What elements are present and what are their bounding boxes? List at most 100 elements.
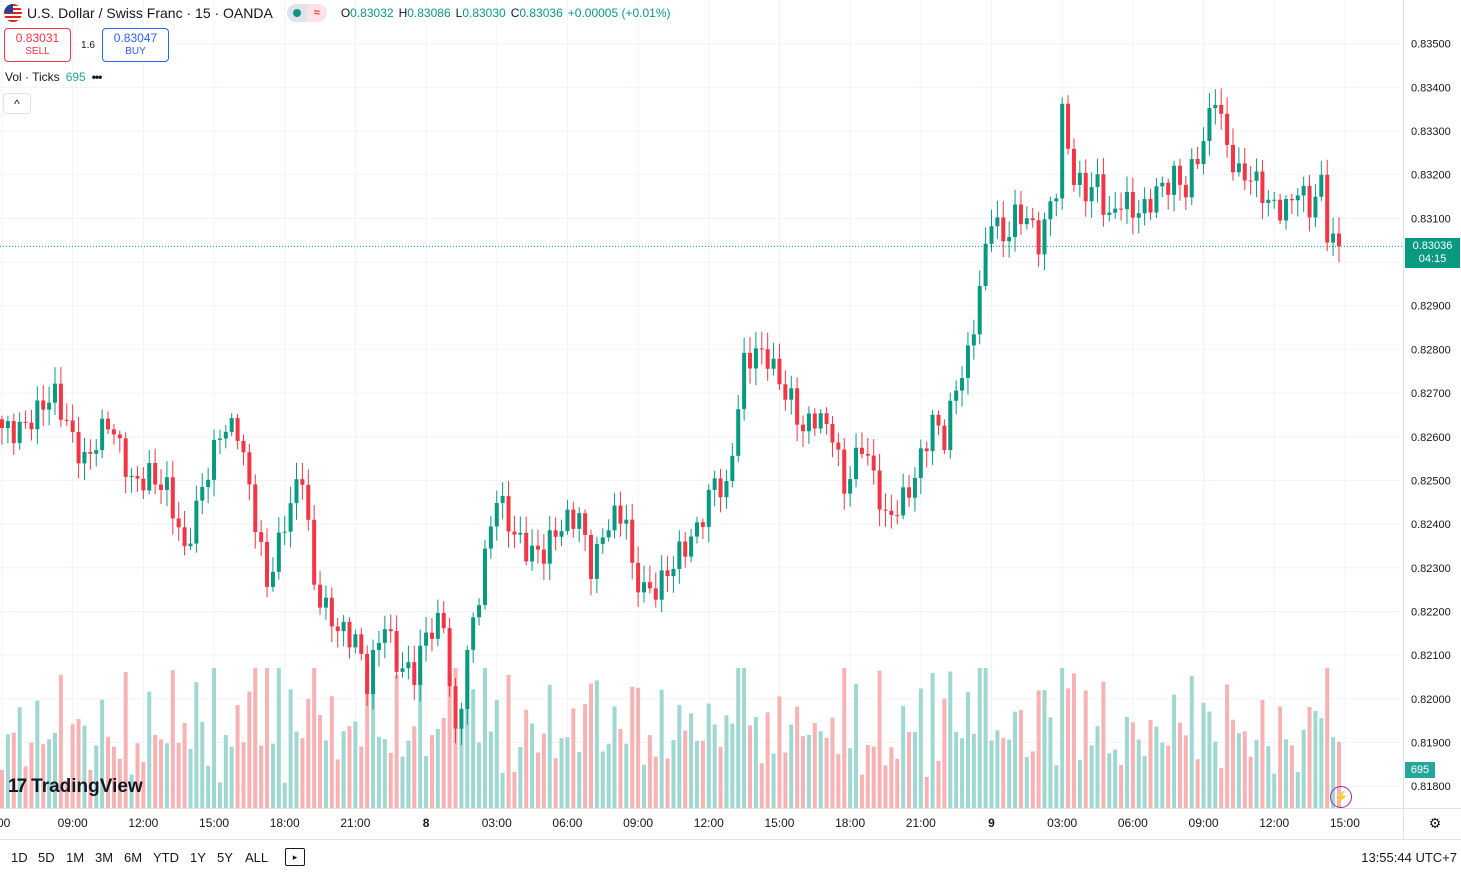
volume-bar	[441, 717, 446, 808]
volume-bar	[636, 687, 641, 808]
volume-bar	[1013, 711, 1018, 808]
candle-body	[459, 708, 464, 729]
lightning-icon[interactable]: ⚡	[1330, 786, 1352, 808]
volume-bar	[789, 724, 794, 808]
volume-bar	[276, 668, 281, 808]
candle-body	[223, 431, 228, 439]
volume-bar	[677, 705, 682, 808]
time-tick-label: 18:00	[835, 816, 865, 830]
candle-body	[954, 390, 959, 401]
ohlc-open: O0.83032	[340, 6, 394, 20]
tradingview-logo-text: TradingView	[31, 776, 143, 797]
candle-body	[718, 478, 723, 498]
symbol-legend[interactable]: U.S. Dollar / Swiss Franc · 15 · OANDA ≈…	[4, 3, 671, 23]
buy-button[interactable]: 0.83047 BUY	[102, 28, 169, 62]
candle-body	[530, 545, 535, 562]
volume-bar	[111, 746, 116, 808]
candle-body	[453, 686, 458, 729]
volume-bar	[17, 707, 22, 808]
current-price-label: 0.83036 04:15	[1405, 238, 1460, 269]
volume-bar	[1083, 690, 1088, 808]
volume-bar	[482, 668, 487, 808]
volume-bar	[459, 722, 464, 808]
data-delay-icon[interactable]: ≈	[306, 4, 327, 22]
range-1d-button[interactable]: 1D	[11, 850, 28, 865]
volume-bar	[730, 723, 735, 808]
range-1m-button[interactable]: 1M	[66, 850, 85, 865]
volume-bar	[712, 724, 717, 808]
volume-bar	[665, 758, 670, 808]
volume-bar	[447, 668, 452, 808]
candle-body	[806, 413, 811, 432]
collapse-legend-button[interactable]: ^	[3, 93, 31, 114]
candle-body	[901, 487, 906, 516]
range-5y-button[interactable]: 5Y	[217, 850, 233, 865]
time-tick-label: :00	[0, 816, 11, 830]
candle-body	[942, 425, 947, 451]
candle-body	[977, 285, 982, 335]
volume-bar	[506, 675, 511, 808]
candle-body	[5, 421, 10, 429]
volume-bar	[1030, 751, 1035, 808]
candle-body	[771, 358, 776, 369]
market-status[interactable]: ≈	[286, 4, 327, 22]
volume-bar	[477, 742, 482, 808]
volume-legend[interactable]: Vol · Ticks 695 •••	[5, 70, 103, 84]
volume-bar	[724, 715, 729, 808]
time-tick-label: 15:00	[1330, 816, 1360, 830]
volume-bar	[94, 745, 99, 808]
gear-icon[interactable]: ⚙	[1428, 814, 1442, 831]
candle-body	[706, 489, 711, 527]
candle-body	[600, 537, 605, 544]
price-axis[interactable]: 0.83500 0.83400 0.83300 0.83200 0.83100 0.830…	[1403, 0, 1451, 839]
candle-body	[700, 522, 705, 527]
volume-bar	[247, 691, 252, 808]
candle-body	[176, 518, 181, 528]
candle-body	[1148, 199, 1153, 213]
candle-body	[801, 424, 806, 432]
candle-body	[29, 422, 34, 430]
candle-body	[265, 541, 270, 587]
time-tick-label: 15:00	[764, 816, 794, 830]
volume-bar	[312, 668, 317, 808]
volume-bar	[371, 685, 376, 808]
candle-body	[382, 629, 387, 643]
range-5d-button[interactable]: 5D	[38, 850, 55, 865]
ohlc-values: O0.83032 H0.83086 L0.83030 C0.83036 +0.0…	[341, 6, 671, 20]
candle-body	[58, 383, 63, 420]
volume-bar	[400, 756, 405, 808]
candle-body	[606, 530, 611, 538]
time-axis[interactable]: :00 09:00 12:00 15:00 18:00 21:00 8 03:00 06:00 0…	[0, 808, 1461, 831]
volume-bar	[1119, 764, 1124, 808]
tradingview-logo[interactable]: 17 TradingView	[8, 776, 143, 798]
range-1y-button[interactable]: 1Y	[190, 850, 206, 865]
price-tick-label: 0.82100	[1411, 650, 1451, 662]
candle-body	[965, 345, 970, 379]
price-tick-label: 0.81900	[1411, 737, 1451, 749]
calendar-goto-icon[interactable]: ▸	[285, 848, 305, 866]
candle-body	[936, 414, 941, 426]
symbol-title[interactable]: U.S. Dollar / Swiss Franc · 15 · OANDA	[27, 5, 273, 21]
volume-bar	[329, 696, 334, 808]
candle-body	[1042, 219, 1047, 255]
sell-button[interactable]: 0.83031 SELL	[4, 28, 71, 62]
bottom-toolbar: 1D 5D 1M 3M 6M YTD 1Y 5Y ALL ▸ 13:55:44 …	[0, 839, 1461, 873]
volume-bar	[347, 726, 352, 808]
candle-body	[276, 532, 281, 572]
volume-bar	[659, 689, 664, 808]
volume-bar	[553, 758, 558, 808]
range-ytd-button[interactable]: YTD	[153, 850, 179, 865]
range-all-button[interactable]: ALL	[245, 850, 269, 865]
time-tick-label: 9	[988, 816, 995, 830]
range-3m-button[interactable]: 3M	[95, 850, 114, 865]
more-dots-icon[interactable]: •••	[91, 70, 103, 84]
range-6m-button[interactable]: 6M	[124, 850, 143, 865]
candle-body	[23, 421, 28, 423]
candle-body	[1054, 198, 1059, 202]
volume-bar	[306, 699, 311, 808]
price-chart[interactable]: 0.83500 0.83400 0.83300 0.83200 0.83100 0.830…	[0, 0, 1461, 839]
market-open-icon[interactable]	[286, 4, 307, 22]
volume-bar	[147, 691, 152, 808]
volume-bar	[341, 731, 346, 808]
clock-timezone[interactable]: 13:55:44 UTC+7	[1361, 850, 1457, 865]
